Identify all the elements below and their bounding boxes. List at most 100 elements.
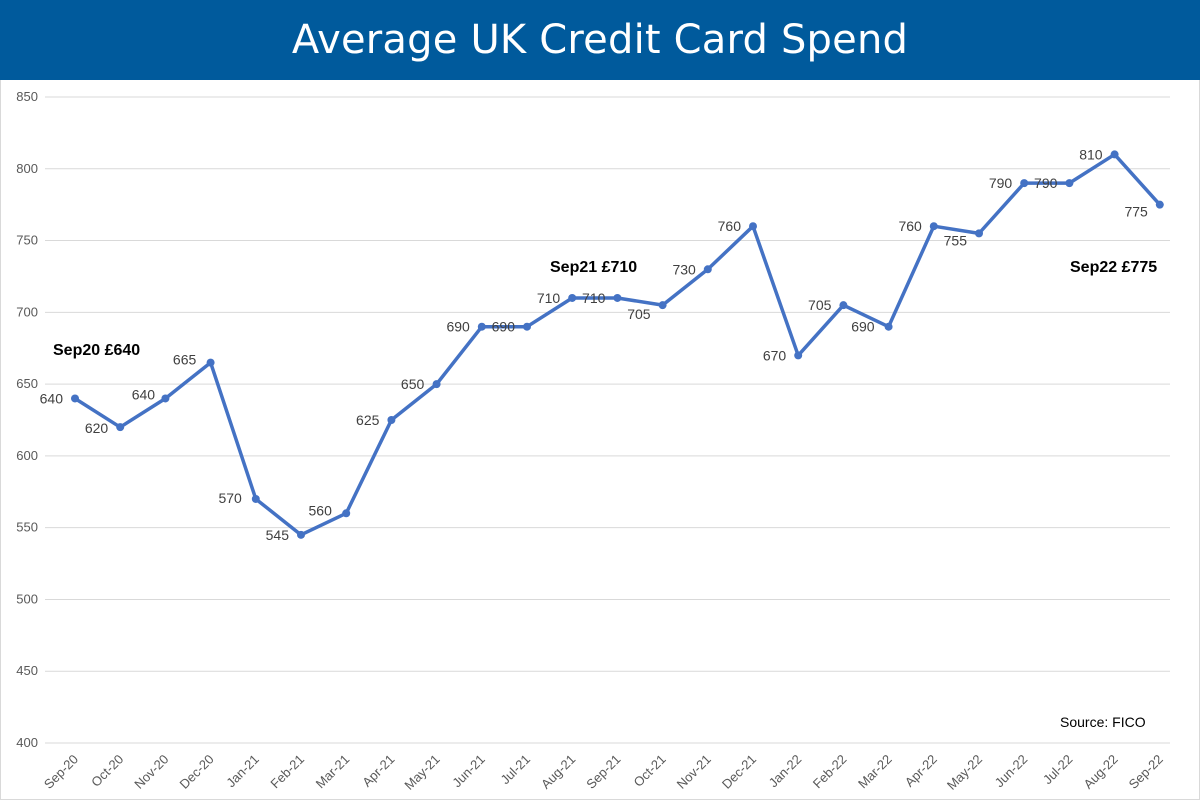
data-label: 625 xyxy=(356,412,380,428)
data-point xyxy=(161,394,170,403)
data-label: 620 xyxy=(85,420,109,436)
data-label: 690 xyxy=(492,319,516,335)
x-tick-label: May-21 xyxy=(401,752,442,793)
x-tick-label: Apr-22 xyxy=(902,752,940,790)
data-label: 810 xyxy=(1079,146,1103,162)
x-tick-label: Nov-20 xyxy=(131,752,171,792)
x-tick-label: Oct-20 xyxy=(88,752,126,790)
y-tick-label: 800 xyxy=(16,161,38,176)
x-tick-label: Sep-20 xyxy=(41,752,81,792)
data-point xyxy=(251,494,260,503)
data-label: 760 xyxy=(898,218,922,234)
data-point xyxy=(342,509,351,518)
data-point xyxy=(71,394,79,403)
data-label: 545 xyxy=(266,527,290,543)
x-tick-label: Aug-22 xyxy=(1080,752,1120,792)
x-tick-label: Jun-21 xyxy=(449,752,488,791)
y-tick-label: 600 xyxy=(16,448,38,463)
x-tick-label: May-22 xyxy=(944,752,985,793)
data-point xyxy=(613,293,622,302)
title-bar: Average UK Credit Card Spend xyxy=(0,0,1200,80)
data-label: 790 xyxy=(1034,175,1058,191)
data-point xyxy=(1020,179,1029,188)
data-label: 690 xyxy=(851,319,875,335)
x-tick-label: Jan-21 xyxy=(223,752,262,791)
data-label: 705 xyxy=(808,297,832,313)
data-point xyxy=(523,322,531,331)
y-tick-label: 700 xyxy=(16,304,38,319)
x-tick-label: Dec-21 xyxy=(719,752,759,792)
x-axis-ticks: Sep-20 Oct-20 Nov-20 Dec-20 Jan-21 Feb-21 Mar-… xyxy=(41,752,1166,793)
series-line xyxy=(73,152,1162,537)
x-tick-label: Dec-20 xyxy=(176,752,216,792)
data-point xyxy=(387,416,396,424)
x-tick-label: Aug-21 xyxy=(538,752,578,792)
data-label: 705 xyxy=(627,306,651,322)
x-tick-label: Sep-21 xyxy=(583,752,623,792)
x-tick-label: Oct-21 xyxy=(631,752,669,790)
data-label: 790 xyxy=(989,175,1013,191)
data-point xyxy=(884,322,893,331)
data-label: 570 xyxy=(218,490,242,506)
data-point xyxy=(432,380,441,389)
data-point xyxy=(658,301,667,310)
callout-label: Sep20 £640 xyxy=(53,342,140,359)
data-label: 730 xyxy=(672,261,696,277)
data-point xyxy=(794,351,803,360)
data-point xyxy=(975,229,983,238)
data-label: 670 xyxy=(763,347,787,363)
x-tick-label: Feb-21 xyxy=(267,752,307,792)
data-point xyxy=(839,301,848,310)
data-label: 710 xyxy=(537,290,561,306)
x-tick-label: Jul-22 xyxy=(1040,752,1076,788)
series-line xyxy=(73,152,1162,537)
x-tick-label: Mar-21 xyxy=(313,752,353,792)
source-note: Source: FICO xyxy=(1060,714,1146,730)
data-point xyxy=(116,423,125,432)
data-point xyxy=(297,530,305,539)
x-tick-label: Feb-22 xyxy=(810,752,850,792)
data-label: 640 xyxy=(132,386,156,402)
data-label: 560 xyxy=(309,502,333,518)
data-point xyxy=(929,222,938,231)
data-label: 775 xyxy=(1124,204,1148,220)
data-label: 640 xyxy=(40,390,64,406)
data-label: 650 xyxy=(401,376,425,392)
x-tick-label: Jan-22 xyxy=(766,752,805,791)
y-tick-label: 550 xyxy=(16,520,38,535)
callout-label: Sep21 £710 xyxy=(550,259,637,276)
data-point xyxy=(749,222,757,231)
y-tick-label: 500 xyxy=(16,591,38,606)
data-point xyxy=(703,265,712,274)
data-point xyxy=(1155,200,1164,209)
x-tick-label: Nov-21 xyxy=(674,752,714,792)
x-tick-label: Jun-22 xyxy=(992,752,1031,791)
data-point xyxy=(568,293,577,302)
y-tick-label: 450 xyxy=(16,663,38,678)
y-tick-label: 850 xyxy=(16,89,38,104)
y-axis-ticks: 400 450 500 550 600 650 700 750 800 850 xyxy=(16,89,38,750)
callouts: Sep20 £640 Sep21 £710 Sep22 £775 xyxy=(53,259,1157,359)
callout-label: Sep22 £775 xyxy=(1070,259,1157,276)
data-labels: 640 620 640 665 570 545 560 625 650 690 690 710 710 7… xyxy=(40,146,1148,542)
x-tick-label: Apr-21 xyxy=(359,752,397,790)
data-label: 755 xyxy=(944,232,968,248)
x-tick-label: Jul-21 xyxy=(497,752,533,788)
x-tick-label: Sep-22 xyxy=(1126,752,1166,792)
y-tick-label: 750 xyxy=(16,233,38,248)
data-label: 760 xyxy=(718,218,742,234)
data-label: 665 xyxy=(173,352,197,368)
series-points xyxy=(71,150,1164,539)
data-point xyxy=(477,322,486,331)
data-label: 710 xyxy=(582,290,606,306)
y-tick-label: 650 xyxy=(16,376,38,391)
data-point xyxy=(206,358,215,367)
data-point xyxy=(1065,179,1074,188)
data-label: 690 xyxy=(446,319,470,335)
data-point xyxy=(1110,150,1119,159)
gridlines xyxy=(45,96,1170,744)
chart-title: Average UK Credit Card Spend xyxy=(291,17,909,63)
y-tick-label: 400 xyxy=(16,735,38,750)
x-tick-label: Mar-22 xyxy=(855,752,895,792)
